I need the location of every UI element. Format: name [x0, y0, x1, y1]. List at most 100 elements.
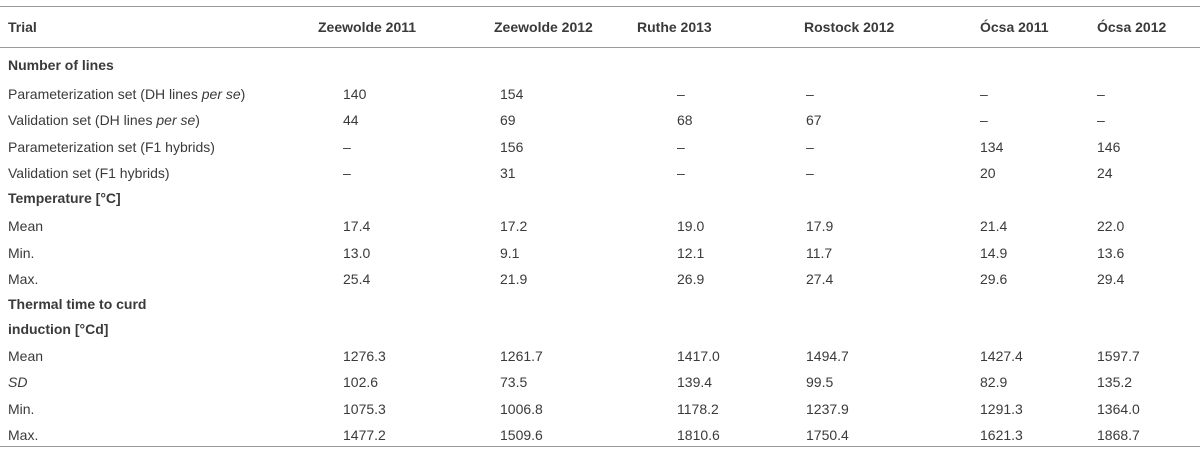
- row-label: Mean: [8, 343, 43, 369]
- table-row: Parameterization set (DH lines per se) 14…: [0, 81, 1200, 108]
- table-cell: 73.5: [500, 374, 528, 390]
- table-cell: 13.0: [343, 244, 371, 261]
- table-cell: 135.2: [1097, 374, 1133, 390]
- table-cell: 20: [980, 165, 996, 181]
- table-cell: 26.9: [677, 271, 705, 287]
- label-part: Parameterization set (F1 hybrids): [8, 138, 215, 155]
- table-cell: 1597.7: [1097, 347, 1140, 364]
- table-cell: 29.4: [1097, 271, 1125, 287]
- row-label: Validation set (DH lines per se): [8, 107, 200, 133]
- table-cell: 17.9: [806, 218, 834, 234]
- label-part: per se: [156, 112, 196, 128]
- row-label: Validation set (F1 hybrids): [8, 160, 170, 186]
- table-cell: 22.0: [1097, 218, 1125, 234]
- table-cell: 1477.2: [343, 427, 386, 443]
- table-cell: –: [980, 112, 988, 128]
- table-cell: 25.4: [343, 271, 371, 287]
- table-cell: –: [677, 138, 685, 155]
- table-cell: 27.4: [806, 271, 834, 287]
- table-row: Validation set (DH lines per se) 44 69 68 67…: [0, 107, 1200, 134]
- label-part: ): [240, 85, 246, 102]
- section-title: Thermal time to curd induction [°Cd]: [8, 295, 147, 337]
- table-row: Max. 25.4 21.9 26.9 27.4 29.6 29.4: [0, 266, 1200, 293]
- table-cell: 82.9: [980, 374, 1008, 390]
- table-cell: 11.7: [806, 244, 833, 261]
- label-part: Validation set (DH lines: [8, 112, 157, 128]
- top-rule: [0, 6, 1200, 7]
- header-cell: Zeewolde 2012: [494, 19, 593, 35]
- header-cell: Rostock 2012: [804, 19, 895, 35]
- table-cell: 13.6: [1097, 244, 1125, 261]
- table-cell: 1427.4: [980, 347, 1023, 364]
- section-title: Number of lines: [8, 57, 114, 73]
- table-cell: –: [677, 165, 685, 181]
- table-cell: 1810.6: [677, 427, 720, 443]
- table-cell: 1178.2: [677, 400, 719, 417]
- row-label: Min.: [8, 396, 34, 422]
- table-row: Mean 1276.3 1261.7 1417.0 1494.7 1427.4 1597.7: [0, 343, 1200, 370]
- table-cell: 1750.4: [806, 427, 849, 443]
- header-row: Trial Zeewolde 2011 Zeewolde 2012 Ruthe 201…: [0, 7, 1200, 47]
- label-part: Parameterization set (DH lines: [8, 85, 202, 102]
- table-cell: 1494.7: [806, 347, 849, 364]
- label-part: Mean: [8, 347, 44, 364]
- table-cell: 17.2: [500, 218, 528, 234]
- table-cell: 1276.3: [343, 347, 386, 364]
- table-cell: –: [343, 165, 351, 181]
- table-row: SD 102.6 73.5 139.4 99.5 82.9 135.2: [0, 369, 1200, 396]
- label-part: SD: [8, 374, 28, 390]
- header-rule: [0, 47, 1200, 48]
- table-cell: 1075.3: [343, 400, 386, 417]
- table-cell: –: [806, 165, 814, 181]
- table-cell: 12.1: [677, 244, 705, 261]
- label-part: per se: [201, 85, 241, 102]
- table-cell: 31: [500, 165, 516, 181]
- table-cell: 154: [500, 85, 524, 102]
- table-cell: 99.5: [806, 374, 834, 390]
- table-row: Max. 1477.2 1509.6 1810.6 1750.4 1621.3 1868.7: [0, 422, 1200, 449]
- table-cell: 1291.3: [980, 400, 1023, 417]
- table-cell: 1237.9: [806, 400, 849, 417]
- table-cell: 19.0: [677, 218, 705, 234]
- label-part: Max.: [8, 427, 39, 443]
- table-row: Parameterization set (F1 hybrids) – 156 – – 1…: [0, 134, 1200, 161]
- table-cell: –: [1097, 85, 1105, 102]
- row-label: Max.: [8, 266, 38, 292]
- table-cell: 1261.7: [500, 347, 543, 364]
- header-cell: Trial: [8, 19, 37, 35]
- row-label: Parameterization set (F1 hybrids): [8, 134, 215, 160]
- table-cell: 17.4: [343, 218, 371, 234]
- section-title: Temperature [°C]: [8, 189, 121, 206]
- table-cell: 24: [1097, 165, 1113, 181]
- table-cell: –: [806, 138, 814, 155]
- table-row: Mean 17.4 17.2 19.0 17.9 21.4 22.0: [0, 213, 1200, 240]
- table-cell: 68: [677, 112, 693, 128]
- table-cell: –: [806, 85, 814, 102]
- table-cell: 9.1: [500, 244, 520, 261]
- header-cell: Ócsa 2012: [1097, 19, 1167, 35]
- table-cell: 1364.0: [1097, 400, 1140, 417]
- label-part: Min.: [8, 400, 35, 417]
- table-row: Min. 1075.3 1006.8 1178.2 1237.9 1291.3 1364.0: [0, 396, 1200, 423]
- table-cell: –: [677, 85, 685, 102]
- table-cell: 1868.7: [1097, 427, 1140, 443]
- table-row: Validation set (F1 hybrids) – 31 – – 20 24: [0, 160, 1200, 187]
- row-label: Parameterization set (DH lines per se): [8, 81, 245, 107]
- table-cell: 1509.6: [500, 427, 543, 443]
- row-label: SD: [8, 369, 27, 395]
- table-cell: 21.9: [500, 271, 528, 287]
- label-part: Min.: [8, 244, 35, 261]
- table-cell: 1417.0: [677, 347, 720, 364]
- table-cell: –: [1097, 112, 1105, 128]
- table-cell: 140: [343, 85, 367, 102]
- table-cell: 156: [500, 138, 524, 155]
- label-part: Validation set (F1 hybrids): [8, 165, 170, 181]
- table-cell: –: [980, 85, 988, 102]
- header-cell: Ruthe 2013: [637, 19, 712, 35]
- table-cell: 102.6: [343, 374, 379, 390]
- table-row: Min. 13.0 9.1 12.1 11.7 14.9 13.6: [0, 240, 1200, 267]
- table-cell: 14.9: [980, 244, 1008, 261]
- table-cell: 69: [500, 112, 516, 128]
- label-part: Mean: [8, 218, 44, 234]
